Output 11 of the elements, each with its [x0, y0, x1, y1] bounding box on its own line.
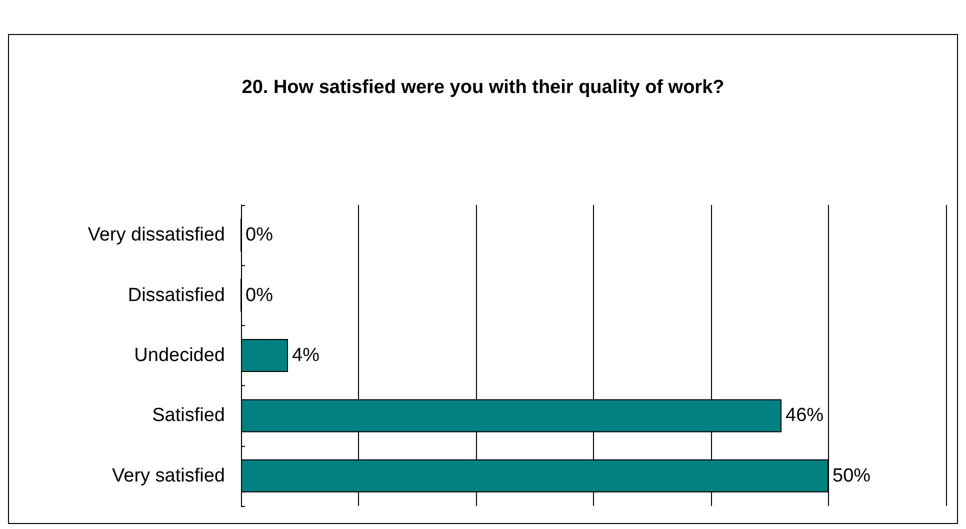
chart-title: 20. How satisfied were you with their quality of work? [242, 77, 724, 98]
data-label: 46% [786, 405, 824, 426]
y-tick-label: Satisfied [152, 405, 225, 426]
y-tick-label: Dissatisfied [128, 284, 225, 306]
data-label: 0% [246, 284, 274, 306]
data-label: 0% [246, 224, 274, 246]
data-label: 4% [292, 345, 320, 366]
y-tick-label: Undecided [134, 345, 225, 366]
y-tick-label: Very dissatisfied [88, 224, 225, 246]
data-label: 50% [832, 465, 871, 486]
y-tick-label: Very satisfied [112, 465, 225, 486]
